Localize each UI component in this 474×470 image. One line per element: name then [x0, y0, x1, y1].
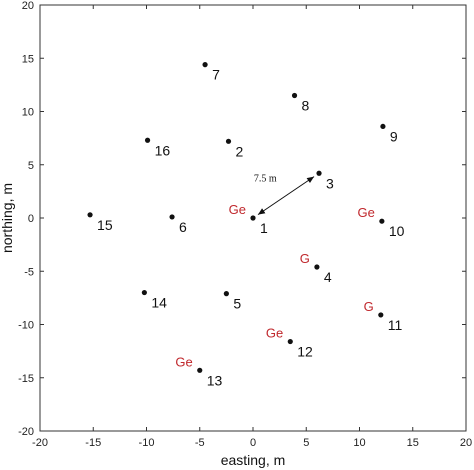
x-axis-ticks: -20 -15 -10 -5 0 5 10 15 20 [32, 5, 472, 449]
point-label: 16 [155, 142, 171, 158]
x-tick-label: -10 [139, 437, 155, 449]
point-label: 9 [390, 128, 398, 144]
point-label: 10 [389, 223, 405, 239]
y-tick-label: 10 [22, 107, 34, 119]
data-point [316, 170, 322, 176]
y-tick-label: 20 [22, 0, 34, 12]
point-label: 15 [97, 217, 113, 233]
x-tick-label: 5 [303, 437, 309, 449]
data-point [144, 137, 151, 143]
point-label: 13 [207, 372, 223, 388]
y-tick-label: 0 [28, 213, 34, 225]
data-point [169, 214, 175, 220]
point-tag: Ge [175, 354, 192, 369]
point-tag: G [364, 299, 374, 314]
point-tag: Ge [266, 326, 283, 341]
point-label: 11 [388, 317, 403, 333]
y-tick-label: 15 [22, 53, 34, 65]
annotations: 7.5 m [254, 173, 315, 216]
data-point [291, 92, 298, 99]
x-tick-label: 15 [407, 437, 419, 449]
x-axis-title: easting, m [221, 452, 286, 468]
data-point [87, 212, 93, 218]
x-tick-label: -20 [32, 437, 48, 449]
data-point [223, 291, 229, 297]
point-label: 14 [151, 295, 167, 311]
point-label: 6 [179, 219, 187, 235]
data-point [197, 367, 203, 373]
y-tick-label: -10 [18, 320, 34, 332]
data-point [202, 62, 208, 68]
point-label: 5 [233, 296, 241, 312]
x-tick-label: 20 [460, 437, 472, 449]
data-point [141, 289, 147, 296]
point-label: 7 [212, 67, 220, 83]
point-tag: G [300, 251, 310, 266]
data-point [314, 264, 320, 270]
distance-label: 7.5 m [254, 173, 277, 184]
data-point [250, 215, 256, 221]
point-label: 8 [302, 98, 310, 114]
point-tag: Ge [229, 202, 246, 217]
point-label: 4 [324, 269, 332, 285]
point-tag: Ge [358, 205, 375, 220]
data-point [225, 138, 232, 144]
x-tick-label: -15 [85, 437, 101, 449]
x-tick-label: 0 [250, 437, 256, 449]
y-axis-title: northing, m [0, 183, 15, 253]
x-tick-label: 10 [353, 437, 365, 449]
data-point [287, 338, 293, 345]
data-point [380, 123, 386, 130]
y-tick-label: 5 [28, 160, 34, 172]
data-point [378, 312, 384, 318]
y-tick-label: -5 [24, 266, 34, 278]
y-tick-label: -20 [18, 426, 34, 438]
data-point [379, 218, 385, 224]
distance-arrow [257, 176, 315, 216]
x-tick-label: -5 [195, 437, 205, 449]
point-label: 1 [260, 220, 268, 236]
y-tick-label: -15 [18, 373, 34, 385]
point-label: 3 [326, 175, 334, 191]
point-label: 12 [297, 344, 313, 360]
point-label: 2 [236, 143, 244, 159]
